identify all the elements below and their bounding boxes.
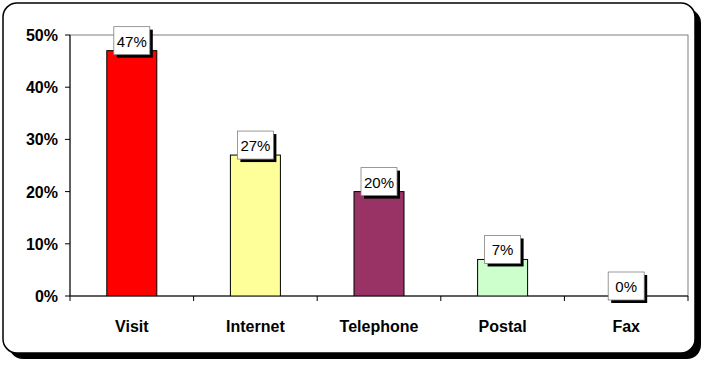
x-tick-label: Internet	[226, 318, 285, 335]
data-label: 27%	[240, 137, 270, 154]
y-tick	[65, 296, 70, 297]
x-tick-label: Visit	[115, 318, 149, 335]
x-tick	[193, 296, 194, 301]
y-tick	[65, 139, 70, 140]
y-tick	[65, 87, 70, 88]
data-label: 7%	[492, 241, 514, 258]
chart: 0% 10% 20% 30% 40% 50% Visit 47% Internet 27% Tele…	[0, 0, 709, 366]
y-tick	[65, 191, 70, 192]
bars	[107, 51, 528, 296]
y-axis	[70, 35, 71, 296]
y-tick-label: 50%	[26, 27, 58, 44]
y-tick-label: 20%	[26, 184, 58, 201]
y-tick-label: 10%	[26, 236, 58, 253]
x-tick-label: Fax	[612, 318, 640, 335]
x-tick	[440, 296, 441, 301]
y-tick	[65, 35, 70, 36]
label-box	[608, 272, 644, 300]
data-label: 47%	[117, 33, 147, 50]
x-tick-label: Telephone	[340, 318, 419, 335]
y-tick-label: 0%	[35, 288, 58, 305]
label-box	[361, 168, 397, 196]
plot-frame	[70, 35, 688, 296]
bar	[354, 192, 404, 296]
y-tick-label: 30%	[26, 131, 58, 148]
bar	[230, 155, 280, 296]
frame	[3, 3, 695, 353]
y-tick	[65, 243, 70, 244]
label-box	[237, 131, 273, 159]
data-label: 0%	[615, 278, 637, 295]
y-tick-label: 40%	[26, 79, 58, 96]
x-tick	[317, 296, 318, 301]
x-tick-label: Postal	[479, 318, 527, 335]
label-box	[485, 235, 521, 263]
data-label: 20%	[364, 174, 394, 191]
x-tick	[564, 296, 565, 301]
x-tick	[70, 296, 71, 301]
bar	[107, 51, 157, 296]
label-box	[114, 27, 150, 55]
x-tick	[688, 296, 689, 301]
